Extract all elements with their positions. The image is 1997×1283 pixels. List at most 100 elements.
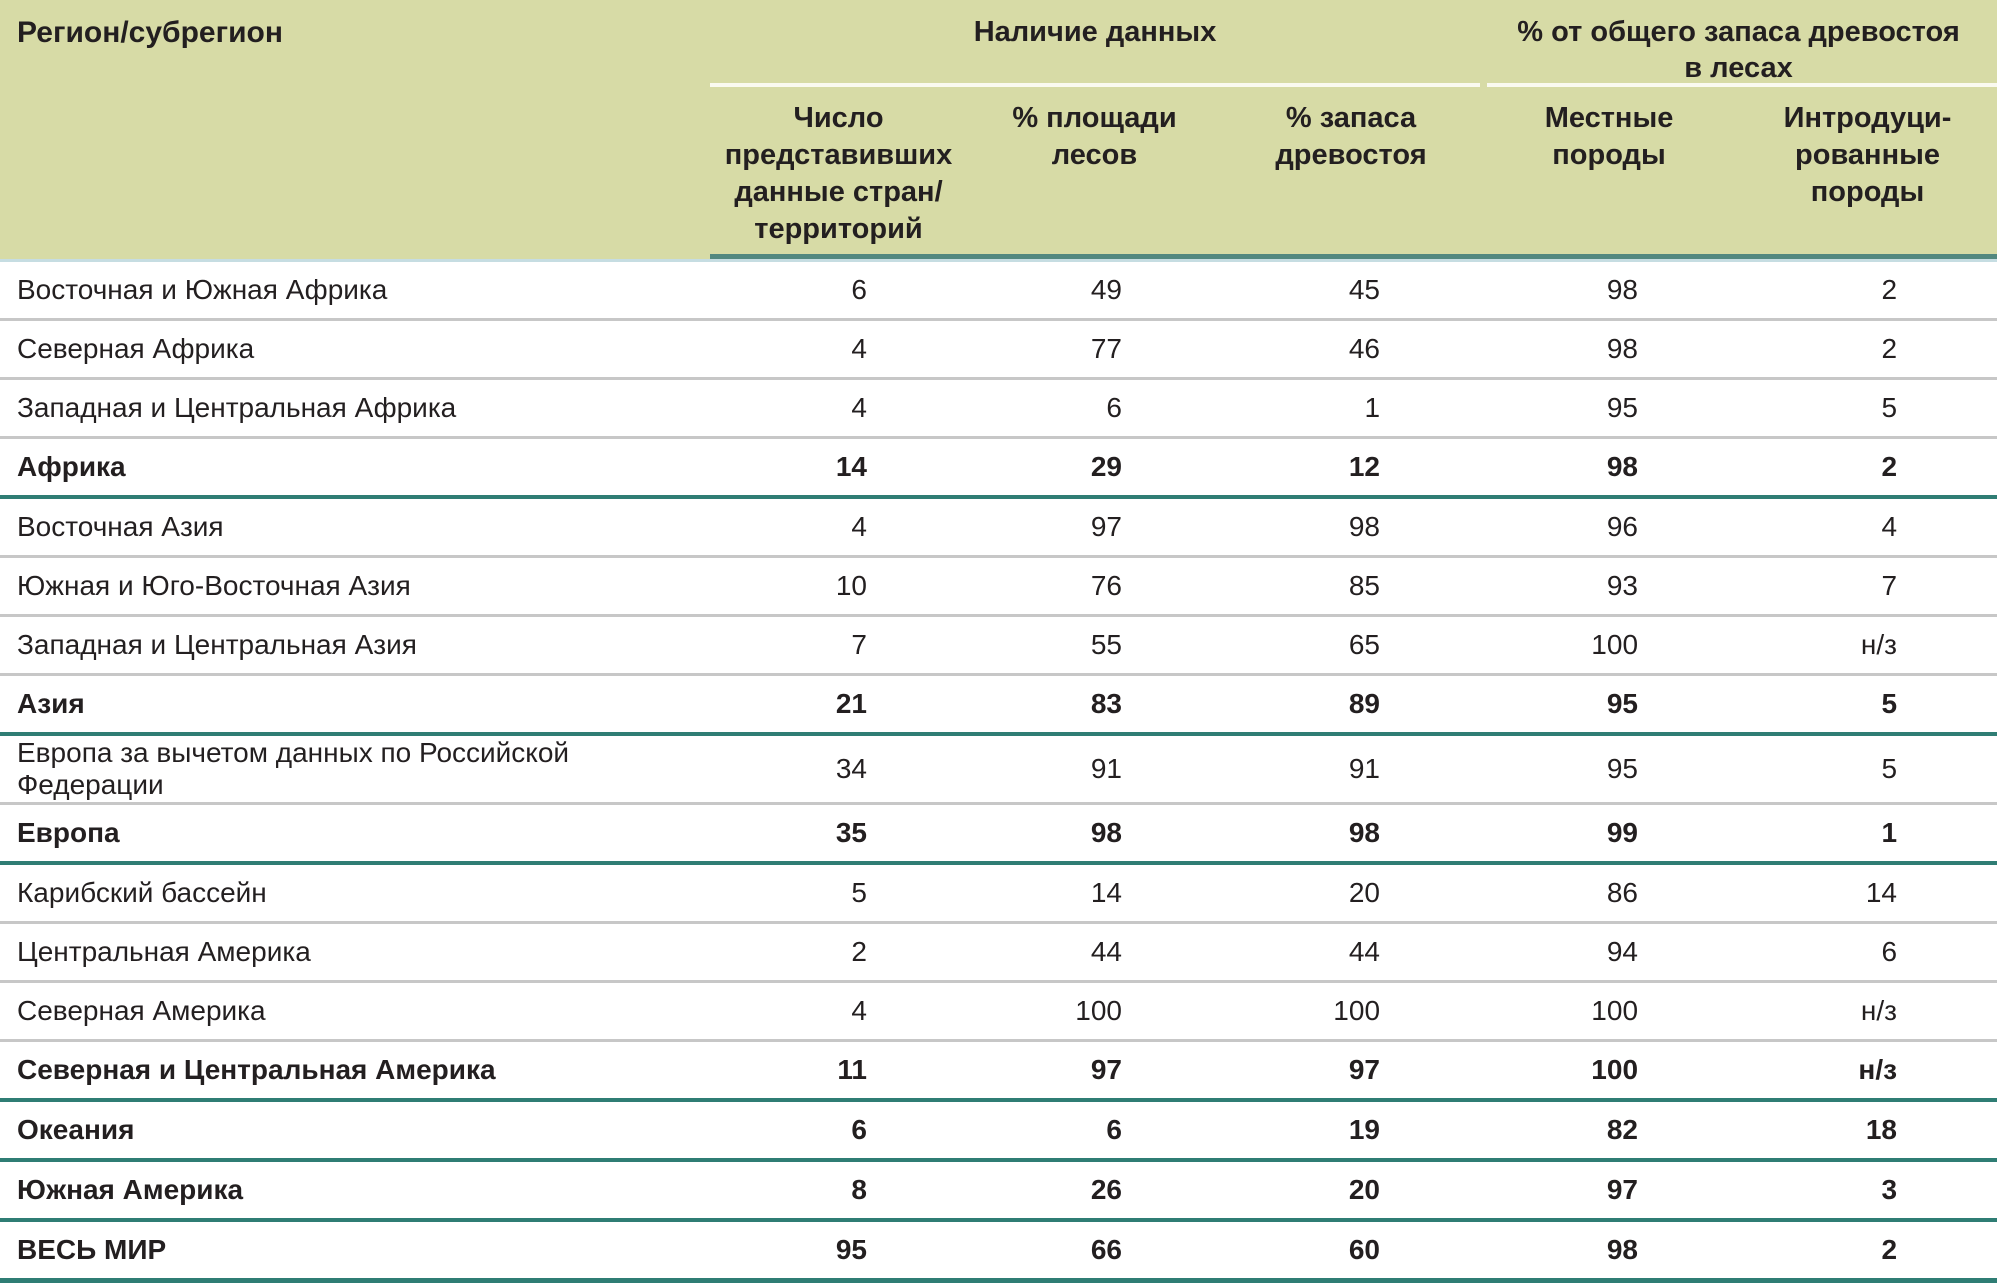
value-cell: 14 [1738, 864, 1997, 924]
value-cell: 20 [1222, 864, 1481, 924]
value-cell: 3 [1738, 1161, 1997, 1222]
value-cell: 11 [710, 1041, 967, 1102]
group-data-availability: Наличие данных [710, 0, 1481, 87]
value-cell: 94 [1480, 923, 1739, 983]
value-cell: 98 [1480, 438, 1739, 499]
value-cell: 97 [967, 498, 1222, 558]
column-header-row: Число представивших данные стран/ террит… [0, 86, 1997, 259]
value-cell: 45 [1222, 258, 1481, 321]
table-row: Европа 35 98 98 99 1 [0, 804, 1997, 865]
value-cell: 2 [1738, 320, 1997, 380]
region-cell: Океания [0, 1101, 710, 1162]
value-cell: 99 [1480, 804, 1739, 865]
value-cell: 29 [967, 438, 1222, 499]
table-row: Азия 21 83 89 95 5 [0, 675, 1997, 736]
value-cell: 2 [710, 923, 967, 983]
table-row: Восточная и Южная Африка 6 49 45 98 2 [0, 258, 1997, 321]
value-cell: 98 [1480, 258, 1739, 321]
value-cell: 7 [710, 616, 967, 676]
value-cell: 6 [967, 1101, 1222, 1162]
region-column-header: Регион/субрегион [0, 0, 710, 259]
table-row: Европа за вычетом данных по Российской Ф… [0, 735, 1997, 805]
value-cell: 98 [1480, 320, 1739, 380]
region-cell: Восточная Азия [0, 498, 710, 558]
value-cell: 35 [710, 804, 967, 865]
value-cell: 20 [1222, 1161, 1481, 1222]
column-header-introduced-species: Интродуци- рованные породы [1738, 86, 1997, 259]
column-header-countries: Число представивших данные стран/ террит… [710, 86, 967, 259]
value-cell: 82 [1480, 1101, 1739, 1162]
value-cell: 21 [710, 675, 967, 736]
value-cell: 95 [710, 1221, 967, 1283]
value-cell: 95 [1480, 675, 1739, 736]
table-row: Центральная Америка 2 44 44 94 6 [0, 923, 1997, 983]
region-cell: Западная и Центральная Азия [0, 616, 710, 676]
value-cell: 44 [967, 923, 1222, 983]
value-cell: 60 [1222, 1221, 1481, 1283]
value-cell: 66 [967, 1221, 1222, 1283]
group-label: Наличие данных [973, 16, 1217, 48]
region-cell: Карибский бассейн [0, 864, 710, 924]
table-row: Северная Америка 4 100 100 100 н/з [0, 982, 1997, 1042]
value-cell: 91 [1222, 735, 1481, 805]
table-row: Западная и Центральная Африка 4 6 1 95 5 [0, 379, 1997, 439]
value-cell: 12 [1222, 438, 1481, 499]
group-label: % от общего запаса древостоя в лесах [1517, 16, 1960, 85]
region-cell: Европа [0, 804, 710, 865]
value-cell: 44 [1222, 923, 1481, 983]
value-cell: 4 [1738, 498, 1997, 558]
value-cell: 6 [710, 258, 967, 321]
table-row: ВЕСЬ МИР 95 66 60 98 2 [0, 1221, 1997, 1283]
value-cell: 2 [1738, 1221, 1997, 1283]
value-cell: 95 [1480, 735, 1739, 805]
value-cell: 97 [1480, 1161, 1739, 1222]
value-cell: 98 [1222, 804, 1481, 865]
value-cell: 5 [710, 864, 967, 924]
table-row: Африка 14 29 12 98 2 [0, 438, 1997, 499]
table-row: Западная и Центральная Азия 7 55 65 100 н/з [0, 616, 1997, 676]
region-cell: Восточная и Южная Африка [0, 258, 710, 321]
value-cell: 83 [967, 675, 1222, 736]
region-cell: Южная Америка [0, 1161, 710, 1222]
value-cell: 18 [1738, 1101, 1997, 1162]
value-cell: н/з [1738, 616, 1997, 676]
value-cell: 1 [1738, 804, 1997, 865]
region-cell: Азия [0, 675, 710, 736]
region-cell: Европа за вычетом данных по Российской Ф… [0, 735, 710, 805]
region-cell: Южная и Юго-Восточная Азия [0, 557, 710, 617]
table-row: Северная Африка 4 77 46 98 2 [0, 320, 1997, 380]
value-cell: 5 [1738, 735, 1997, 805]
value-cell: 77 [967, 320, 1222, 380]
value-cell: 14 [967, 864, 1222, 924]
value-cell: 86 [1480, 864, 1739, 924]
value-cell: 98 [1222, 498, 1481, 558]
value-cell: 55 [967, 616, 1222, 676]
region-cell: Западная и Центральная Африка [0, 379, 710, 439]
region-cell: Африка [0, 438, 710, 499]
table-body: Восточная и Южная Африка 6 49 45 98 2 Северная… [0, 258, 1997, 1283]
table-row: Восточная Азия 4 97 98 96 4 [0, 498, 1997, 558]
value-cell: 6 [1738, 923, 1997, 983]
value-cell: 98 [1480, 1221, 1739, 1283]
column-header-growing-stock-percent: % запаса древостоя [1222, 86, 1481, 259]
group-growing-stock-percent: % от общего запаса древостоя в лесах [1480, 0, 1997, 87]
table-header: Регион/субрегион Наличие данных % от общ… [0, 0, 1997, 259]
region-cell: Северная Африка [0, 320, 710, 380]
table-row: Южная Америка 8 26 20 97 3 [0, 1161, 1997, 1222]
value-cell: 89 [1222, 675, 1481, 736]
value-cell: 76 [967, 557, 1222, 617]
region-header-label: Регион/субрегион [17, 16, 283, 49]
value-cell: 5 [1738, 379, 1997, 439]
value-cell: 85 [1222, 557, 1481, 617]
value-cell: 26 [967, 1161, 1222, 1222]
value-cell: 96 [1480, 498, 1739, 558]
value-cell: 2 [1738, 258, 1997, 321]
group-header-row: Регион/субрегион Наличие данных % от общ… [0, 0, 1997, 259]
value-cell: 6 [967, 379, 1222, 439]
table-row: Карибский бассейн 5 14 20 86 14 [0, 864, 1997, 924]
value-cell: 4 [710, 320, 967, 380]
value-cell: 14 [710, 438, 967, 499]
value-cell: 19 [1222, 1101, 1481, 1162]
value-cell: 5 [1738, 675, 1997, 736]
